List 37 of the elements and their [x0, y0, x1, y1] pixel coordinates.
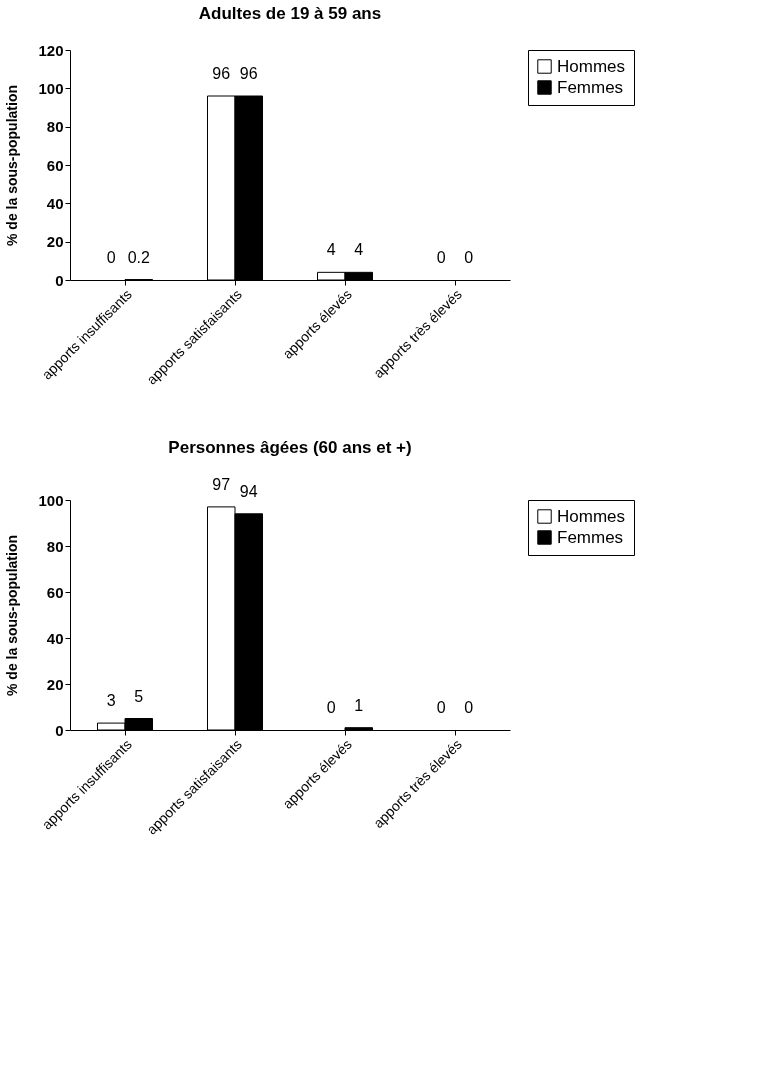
data-label: 0	[464, 699, 474, 716]
y-tick-label: 20	[46, 675, 64, 693]
data-label: 0.2	[127, 248, 150, 266]
y-tick-label: 60	[46, 156, 64, 174]
legend-label: Hommes	[557, 506, 626, 526]
y-tick-label: 0	[55, 271, 64, 289]
chart-title: Personnes âgées (60 ans et +)	[168, 437, 412, 457]
data-label: 1	[354, 696, 364, 714]
y-tick-label: 100	[38, 79, 64, 97]
data-label: 94	[239, 482, 258, 500]
data-label: 3	[106, 692, 116, 710]
y-tick-label: 40	[46, 629, 64, 647]
data-label: 5	[134, 687, 144, 705]
y-tick-label: 60	[46, 583, 64, 601]
y-axis-title: % de la sous-population	[4, 534, 21, 697]
data-label: 0	[106, 249, 116, 266]
data-label: 0	[436, 699, 446, 716]
data-label: 96	[239, 65, 258, 82]
legend-label: Femmes	[557, 77, 624, 97]
y-tick-label: 0	[55, 721, 64, 739]
y-tick-label: 100	[38, 491, 64, 509]
legend-label: Hommes	[557, 56, 626, 76]
data-label: 96	[212, 65, 231, 82]
legend-label: Femmes	[557, 527, 624, 547]
y-tick-label: 80	[46, 537, 64, 555]
y-tick-label: 40	[46, 194, 64, 212]
data-label: 0	[436, 249, 446, 266]
data-label: 0	[464, 249, 474, 266]
y-tick-label: 20	[46, 233, 64, 251]
data-label: 97	[212, 475, 231, 493]
y-axis-title: % de la sous-population	[4, 84, 21, 247]
data-label: 4	[354, 241, 364, 259]
chart-title: Adultes de 19 à 59 ans	[198, 4, 382, 23]
data-label: 0	[326, 699, 336, 716]
data-label: 4	[326, 241, 336, 259]
y-tick-label: 80	[46, 118, 64, 136]
y-tick-label: 120	[38, 41, 64, 59]
